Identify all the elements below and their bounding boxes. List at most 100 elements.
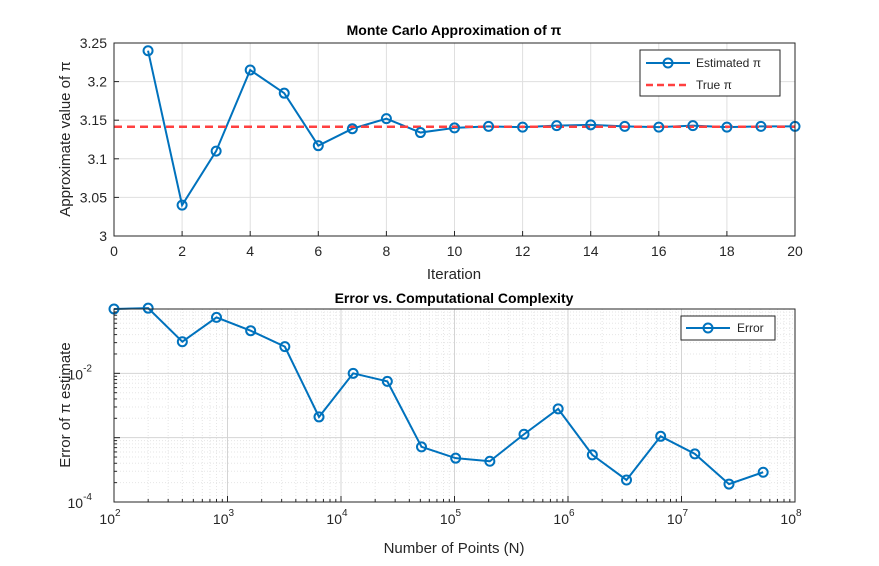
legend-estimated-label: Estimated π — [696, 56, 761, 70]
plot-2-xtick-exp: 8 — [796, 508, 802, 519]
plot-1-xtick-label: 12 — [515, 243, 531, 259]
error-point — [757, 466, 769, 478]
estimated-pi-point — [619, 120, 631, 132]
plot-2-legend: Error — [680, 315, 776, 341]
legend-estimated-marker — [662, 57, 674, 69]
estimated-pi-point — [414, 127, 426, 139]
error-point — [142, 302, 154, 314]
error-point — [552, 403, 564, 415]
plot-1-ytick-label: 3.15 — [80, 112, 107, 128]
estimated-pi-point — [210, 145, 222, 157]
estimated-pi-point — [517, 121, 529, 133]
series-error-line — [113, 307, 764, 486]
estimated-pi-point — [278, 87, 290, 99]
plot-1-xtick-label: 0 — [110, 243, 118, 259]
plot-1-xtick-label: 2 — [178, 243, 186, 259]
error-point — [655, 430, 667, 442]
plot-2-title: Error vs. Computational Complexity — [335, 290, 574, 306]
plot-2-xtick-exp: 4 — [342, 508, 348, 519]
error-point — [245, 325, 257, 337]
plot-1-ytick-label: 3.2 — [88, 74, 108, 90]
plot-2-xtick-base: 10 — [213, 511, 229, 527]
error-point — [484, 455, 496, 467]
plot-2-xtick-base: 10 — [440, 511, 456, 527]
plot-1-ticks: 0 2 4 6 8 10 12 14 16 18 20 3 3.05 3.1 3.15 3.2 3.25 — [80, 35, 803, 259]
legend-true-pi-label: True π — [696, 78, 732, 92]
estimated-pi-point — [483, 120, 495, 132]
plot-2-ytick-label: 10-4 — [68, 492, 93, 511]
estimated-pi-point — [380, 113, 392, 125]
estimated-pi-point — [653, 121, 665, 133]
plot-2-ytick-exp: -4 — [83, 492, 92, 503]
plot-2-xlabel: Number of Points (N) — [384, 540, 525, 557]
plot-2-ylabel: Error of π estimate — [57, 342, 74, 467]
plot-2-ytick-base: 10 — [68, 366, 84, 382]
plot-1-series — [114, 45, 801, 211]
estimated-pi-point — [687, 120, 699, 132]
plot-2-xtick-label: 104 — [326, 508, 348, 527]
estimated-pi-point — [449, 122, 460, 134]
plot-2-xtick-label: 105 — [440, 508, 462, 527]
plot-1-legend-box — [639, 49, 781, 97]
plot-2-ytick-label: 10-2 — [68, 363, 93, 382]
error-point — [176, 336, 188, 348]
estimated-pi-point — [312, 140, 324, 152]
error-point — [450, 452, 462, 464]
legend-error-label: Error — [737, 321, 764, 335]
plot-1-xtick-label: 20 — [787, 243, 803, 259]
estimated-pi-point — [142, 45, 154, 57]
plot-1-ylabel: Approximate value of π — [57, 61, 74, 216]
plot-2-xtick-label: 102 — [99, 508, 121, 527]
plot-2-xtick-label: 108 — [780, 508, 802, 527]
plot-1-legend: Estimated π True π — [639, 49, 781, 97]
error-point — [621, 474, 633, 486]
estimated-pi-point — [721, 121, 733, 133]
plot-1-ytick-label: 3.25 — [80, 35, 107, 51]
legend-error-marker — [702, 322, 714, 334]
plot-1-ytick-label: 3 — [99, 228, 107, 244]
estimated-pi-point — [551, 120, 563, 132]
plot-1-xtick-label: 14 — [583, 243, 599, 259]
error-point — [586, 449, 598, 461]
plot-1: 0 2 4 6 8 10 12 14 16 18 20 3 3.05 3.1 3.15 3.2 3.25 Mon… — [57, 22, 803, 283]
plot-2-xtick-base: 10 — [326, 511, 342, 527]
plot-2-xtick-base: 10 — [780, 511, 796, 527]
plot-2-xtick-label: 106 — [553, 508, 575, 527]
error-point — [416, 441, 428, 453]
estimated-pi-point — [755, 120, 767, 132]
error-point — [689, 448, 701, 460]
plot-1-title: Monte Carlo Approximation of π — [347, 22, 562, 38]
plot-2-xtick-label: 103 — [213, 508, 235, 527]
plot-2-xtick-base: 10 — [553, 511, 569, 527]
error-point — [723, 478, 735, 490]
plot-2-series — [108, 302, 769, 490]
error-point — [279, 341, 291, 353]
estimated-pi-point — [346, 123, 358, 135]
plot-1-ytick-label: 3.1 — [88, 151, 108, 167]
estimated-pi-point — [585, 119, 597, 131]
plot-1-xtick-label: 16 — [651, 243, 667, 259]
error-point — [313, 411, 325, 423]
plot-1-xlabel: Iteration — [427, 266, 481, 283]
plot-1-xtick-label: 10 — [447, 243, 463, 259]
plot-2-xtick-exp: 5 — [456, 508, 462, 519]
plot-2-xtick-exp: 7 — [683, 508, 689, 519]
plot-2-xtick-base: 10 — [667, 511, 683, 527]
plot-1-xtick-label: 6 — [314, 243, 322, 259]
error-point — [518, 428, 530, 440]
estimated-pi-point — [244, 64, 256, 76]
plot-1-xtick-label: 18 — [719, 243, 735, 259]
plot-2-xtick-exp: 2 — [115, 508, 121, 519]
error-point — [347, 367, 359, 379]
plot-1-xtick-label: 8 — [383, 243, 391, 259]
error-point — [381, 375, 393, 387]
estimated-pi-point — [176, 199, 188, 211]
plot-2-xtick-exp: 3 — [229, 508, 235, 519]
plot-2-ytick-exp: -2 — [83, 363, 92, 374]
error-point — [211, 311, 223, 323]
plot-2-xtick-exp: 6 — [569, 508, 575, 519]
plot-1-ytick-label: 3.05 — [80, 189, 107, 205]
